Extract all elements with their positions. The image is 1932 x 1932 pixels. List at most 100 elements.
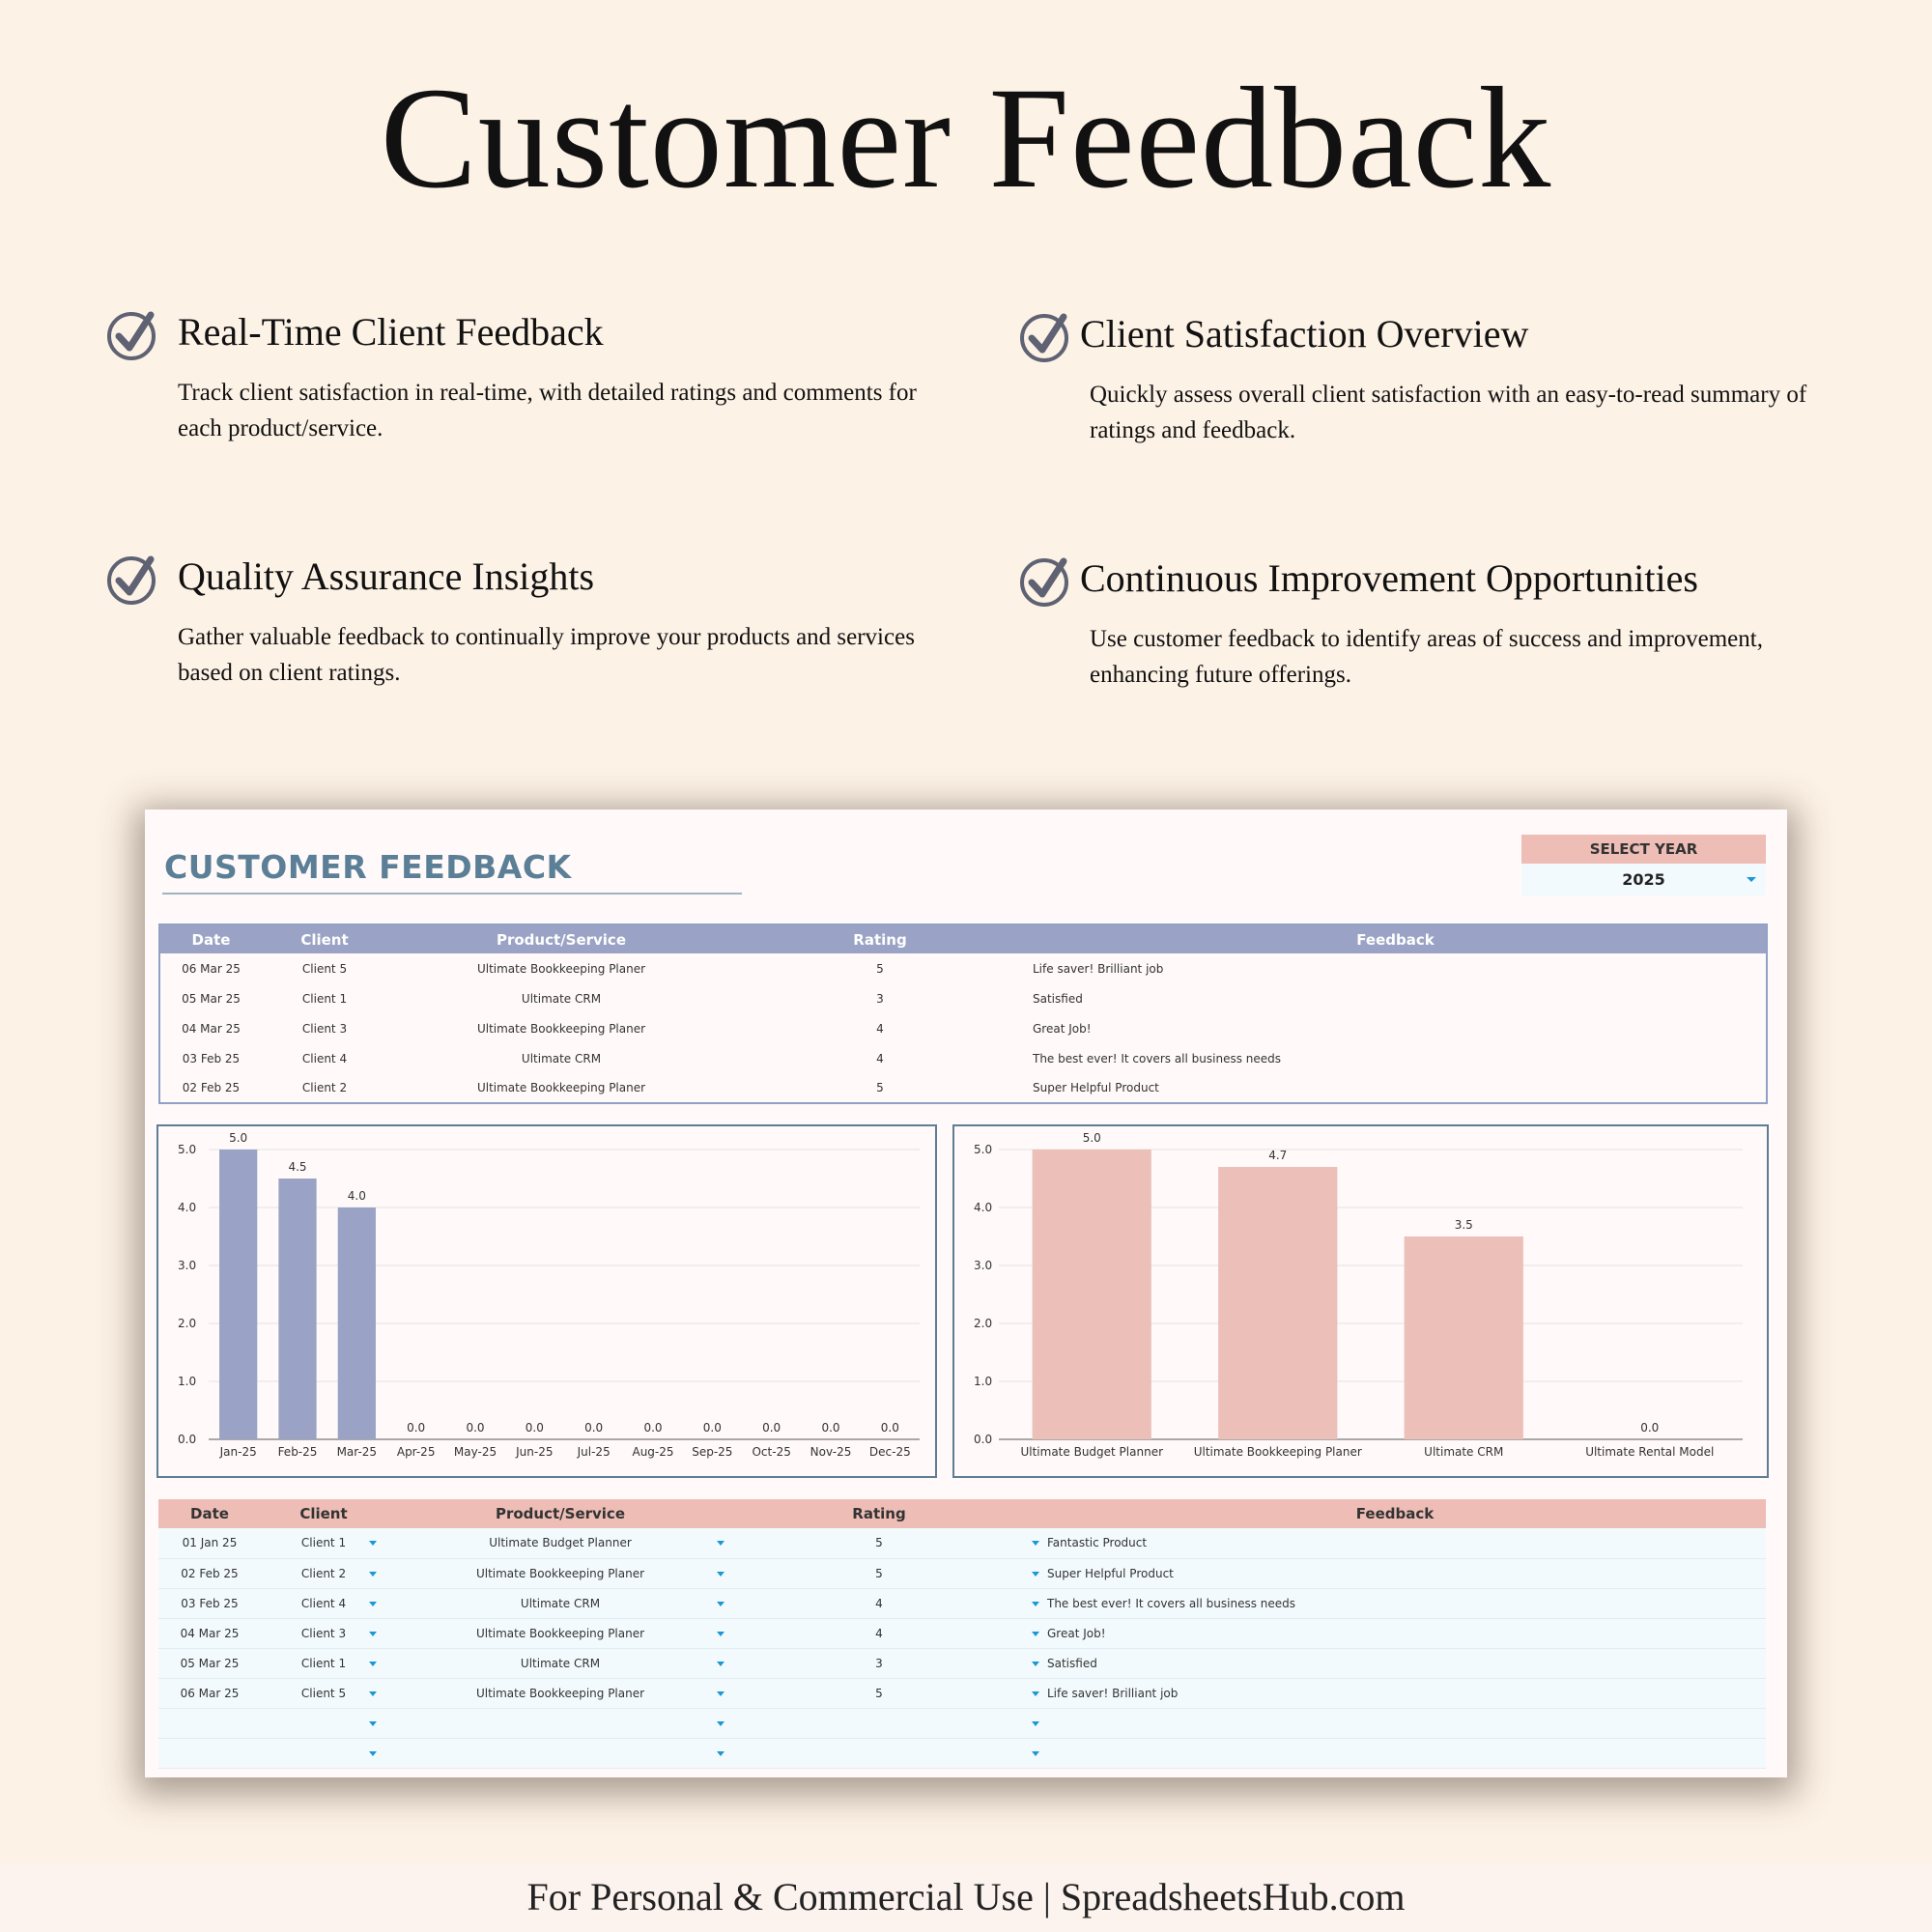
rating-cell[interactable]: 5 (734, 1528, 1024, 1559)
date-cell[interactable]: 03 Feb 25 (158, 1588, 261, 1619)
data-label: 5.0 (1083, 1131, 1101, 1145)
dropdown-arrow-icon[interactable] (369, 1541, 377, 1546)
table-row[interactable]: 05 Mar 25 Client 1 Ultimate CRM 3 Satisfied (158, 1648, 1766, 1679)
dropdown-arrow-icon[interactable] (369, 1661, 377, 1666)
dropdown-arrow-icon[interactable] (1032, 1541, 1039, 1547)
column-header-feedback: Feedback (1025, 924, 1767, 953)
feature-title: Real-Time Client Feedback (178, 310, 604, 354)
client-cell[interactable] (261, 1738, 386, 1769)
rating-cell[interactable] (734, 1738, 1024, 1769)
dropdown-arrow-icon[interactable] (1032, 1690, 1039, 1696)
product-cell[interactable]: Ultimate CRM (386, 1648, 734, 1679)
y-tick-label: 2.0 (178, 1317, 196, 1330)
date-cell[interactable]: 06 Mar 25 (158, 1678, 261, 1709)
rating-cell[interactable]: 3 (734, 1648, 1024, 1679)
client-cell[interactable]: Client 1 (261, 1528, 386, 1559)
dropdown-arrow-icon[interactable] (717, 1750, 724, 1756)
client-value: Client 1 (300, 1536, 347, 1550)
table-row[interactable]: 04 Mar 25 Client 3 Ultimate Bookkeeping Pl… (158, 1618, 1766, 1649)
feedback-cell[interactable] (1024, 1708, 1766, 1739)
client-cell[interactable]: Client 3 (261, 1618, 386, 1649)
recent-feedback-table: Date Client Product/Service Rating Feedb… (158, 923, 1768, 1104)
feedback-cell[interactable]: Satisfied (1024, 1648, 1766, 1679)
dropdown-arrow-icon[interactable] (1032, 1720, 1039, 1726)
product-cell[interactable]: Ultimate CRM (386, 1588, 734, 1619)
date-cell[interactable]: 02 Feb 25 (158, 1558, 261, 1589)
table-row[interactable]: 06 Mar 25 Client 5 Ultimate Bookkeeping Pl… (158, 1678, 1766, 1709)
feedback-value: Life saver! Brilliant job (1047, 1686, 1179, 1700)
feedback-cell: The best ever! It covers all business ne… (1033, 1051, 1282, 1065)
dropdown-arrow-icon[interactable] (1032, 1750, 1039, 1756)
date-cell: 05 Mar 25 (182, 991, 241, 1006)
feedback-cell[interactable]: Super Helpful Product (1024, 1558, 1766, 1589)
y-tick-label: 4.0 (974, 1201, 992, 1214)
feedback-cell[interactable]: The best ever! It covers all business ne… (1024, 1588, 1766, 1619)
rating-cell[interactable]: 5 (734, 1558, 1024, 1589)
dropdown-arrow-icon[interactable] (717, 1631, 724, 1636)
dropdown-arrow-icon[interactable] (717, 1690, 724, 1696)
page-title: Customer Feedback (380, 58, 1552, 218)
dropdown-arrow-icon[interactable] (369, 1690, 377, 1696)
product-cell[interactable] (386, 1738, 734, 1769)
dropdown-arrow-icon[interactable] (369, 1631, 377, 1636)
column-header-rating: Rating (735, 924, 1025, 953)
dropdown-arrow-icon[interactable] (717, 1720, 724, 1726)
column-header-date: Date (159, 924, 262, 953)
feedback-cell[interactable]: Life saver! Brilliant job (1024, 1678, 1766, 1709)
product-cell[interactable]: Ultimate Budget Planner (386, 1528, 734, 1559)
date-cell[interactable] (158, 1708, 261, 1739)
dropdown-arrow-icon[interactable] (369, 1750, 377, 1756)
feedback-cell[interactable]: Great Job! (1024, 1618, 1766, 1649)
client-value: Client 3 (300, 1626, 347, 1640)
date-cell[interactable]: 05 Mar 25 (158, 1648, 261, 1679)
feature-description: Quickly assess overall client satisfacti… (1090, 382, 1807, 443)
product-cell[interactable]: Ultimate Bookkeeping Planer (386, 1678, 734, 1709)
feedback-cell[interactable] (1024, 1738, 1766, 1769)
x-tick-label: Mar-25 (337, 1445, 377, 1459)
table-row[interactable]: 01 Jan 25 Client 1 Ultimate Budget Planner… (158, 1528, 1766, 1559)
dropdown-arrow-icon[interactable] (717, 1541, 724, 1546)
table-row: 06 Mar 25 Client 5 Ultimate Bookkeeping Pl… (159, 953, 1767, 983)
dropdown-arrow-icon[interactable] (369, 1720, 377, 1726)
client-cell[interactable]: Client 1 (261, 1648, 386, 1679)
product-cell[interactable]: Ultimate Bookkeeping Planer (386, 1618, 734, 1649)
feature-title: Quality Assurance Insights (178, 554, 595, 598)
product-rating-chart: 0.0 1.0 2.0 3.0 4.0 5.0 5.0 Ultimate Budget Pla… (952, 1124, 1769, 1478)
date-cell[interactable]: 01 Jan 25 (158, 1528, 261, 1559)
dropdown-arrow-icon[interactable] (717, 1661, 724, 1666)
dropdown-arrow-icon[interactable] (1032, 1571, 1039, 1577)
table-row[interactable]: 02 Feb 25 Client 2 Ultimate Bookkeeping Pl… (158, 1558, 1766, 1589)
rating-cell[interactable]: 4 (734, 1618, 1024, 1649)
table-row[interactable] (158, 1708, 1766, 1739)
client-cell[interactable] (261, 1708, 386, 1739)
product-cell[interactable] (386, 1708, 734, 1739)
rating-cell[interactable] (734, 1708, 1024, 1739)
rating-cell: 4 (876, 1021, 884, 1036)
feedback-value: Super Helpful Product (1047, 1566, 1174, 1580)
product-cell[interactable]: Ultimate Bookkeeping Planer (386, 1558, 734, 1589)
rating-cell[interactable]: 4 (734, 1588, 1024, 1619)
dropdown-arrow-icon[interactable] (717, 1571, 724, 1577)
y-tick-label: 1.0 (178, 1375, 196, 1388)
table-row: 03 Feb 25 Client 4 Ultimate CRM 4 The best e… (159, 1043, 1767, 1073)
dropdown-arrow-icon[interactable] (369, 1601, 377, 1606)
dropdown-arrow-icon[interactable] (1747, 877, 1756, 882)
table-row[interactable]: 03 Feb 25 Client 4 Ultimate CRM 4 The best e… (158, 1588, 1766, 1619)
product-value: Ultimate Budget Planner (489, 1536, 632, 1550)
dropdown-arrow-icon[interactable] (717, 1601, 724, 1606)
client-cell[interactable]: Client 4 (261, 1588, 386, 1619)
client-cell[interactable]: Client 5 (261, 1678, 386, 1709)
table-row[interactable] (158, 1738, 1766, 1769)
product-cell: Ultimate CRM (521, 991, 602, 1006)
client-cell[interactable]: Client 2 (261, 1558, 386, 1589)
dropdown-arrow-icon[interactable] (369, 1571, 377, 1577)
rating-cell[interactable]: 5 (734, 1678, 1024, 1709)
date-cell[interactable]: 04 Mar 25 (158, 1618, 261, 1649)
dropdown-arrow-icon[interactable] (1032, 1601, 1039, 1606)
year-dropdown[interactable]: 2025 (1521, 864, 1766, 895)
date-cell[interactable] (158, 1738, 261, 1769)
feedback-value: Great Job! (1047, 1626, 1106, 1640)
dropdown-arrow-icon[interactable] (1032, 1631, 1039, 1636)
feedback-cell[interactable]: Fantastic Product (1024, 1528, 1766, 1559)
dropdown-arrow-icon[interactable] (1032, 1661, 1039, 1666)
